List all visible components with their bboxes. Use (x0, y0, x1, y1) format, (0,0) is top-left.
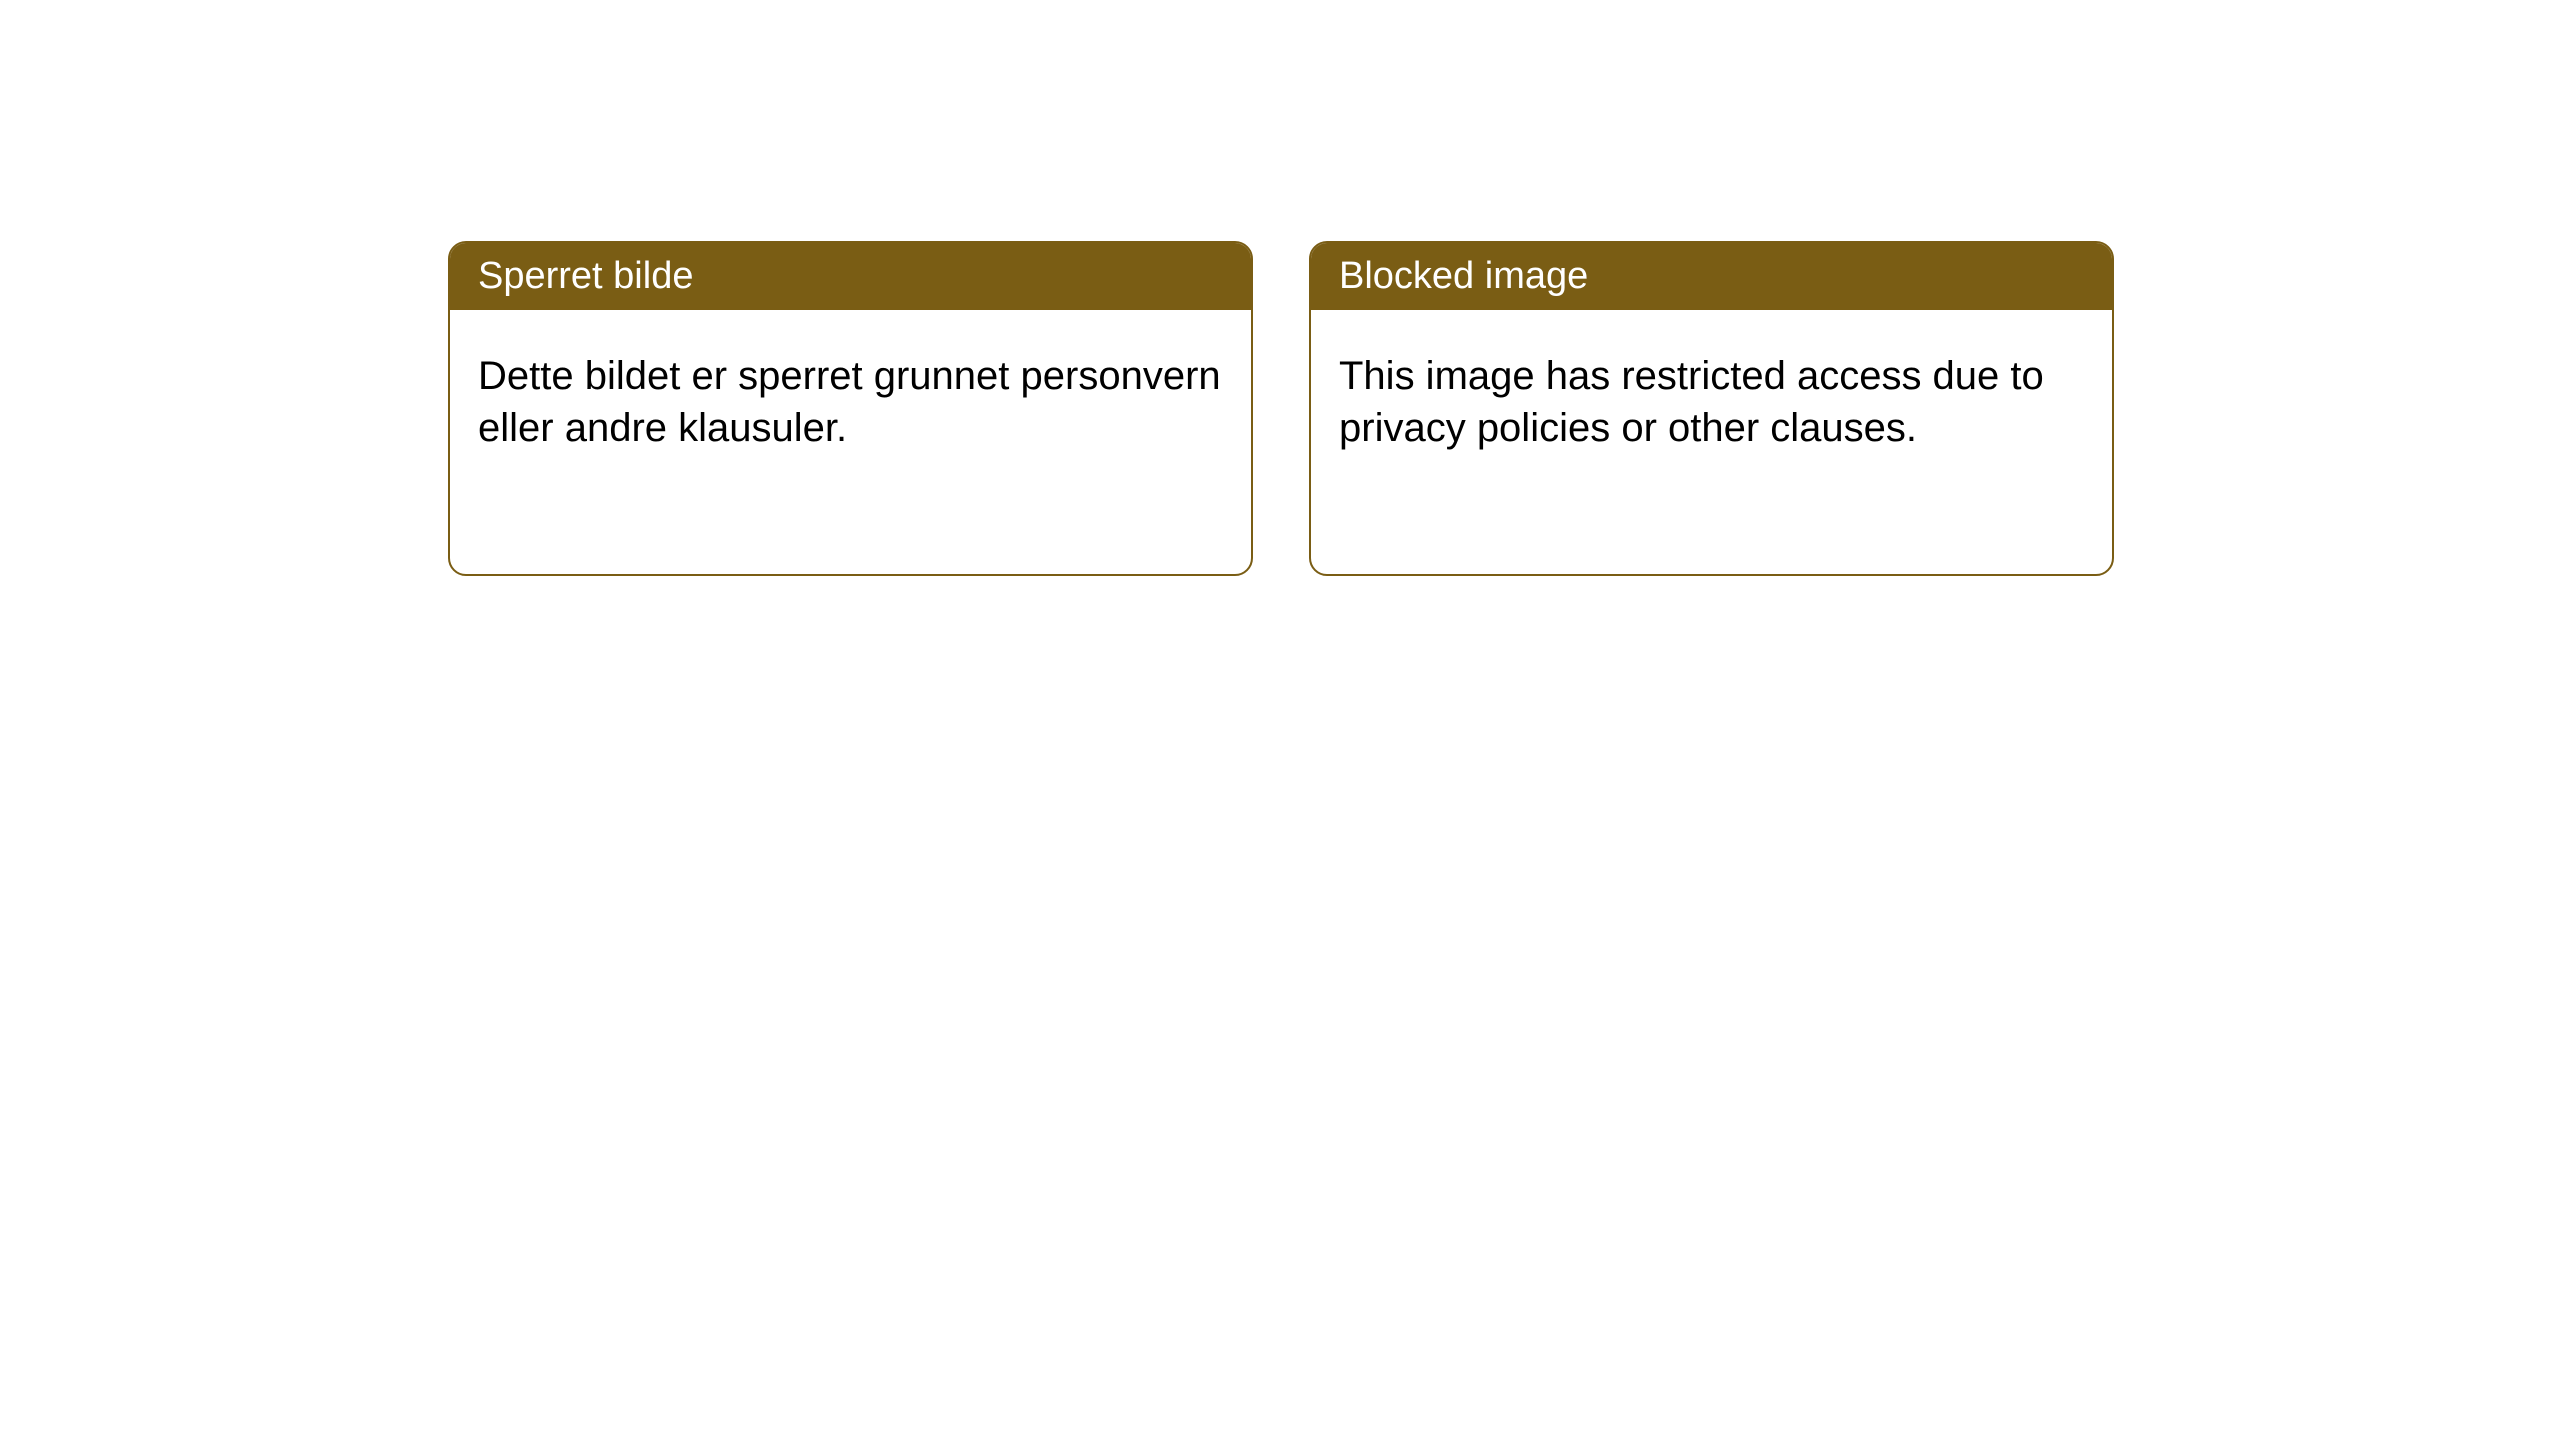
notice-header: Blocked image (1311, 243, 2112, 310)
notice-body: Dette bildet er sperret grunnet personve… (450, 310, 1251, 494)
notice-title: Sperret bilde (478, 255, 693, 297)
notice-header: Sperret bilde (450, 243, 1251, 310)
notice-text: Dette bildet er sperret grunnet personve… (478, 354, 1221, 450)
notice-body: This image has restricted access due to … (1311, 310, 2112, 494)
notice-title: Blocked image (1339, 255, 1588, 297)
notice-container: Sperret bilde Dette bildet er sperret gr… (0, 0, 2560, 576)
notice-card-norwegian: Sperret bilde Dette bildet er sperret gr… (448, 241, 1253, 576)
notice-text: This image has restricted access due to … (1339, 354, 2044, 450)
notice-card-english: Blocked image This image has restricted … (1309, 241, 2114, 576)
